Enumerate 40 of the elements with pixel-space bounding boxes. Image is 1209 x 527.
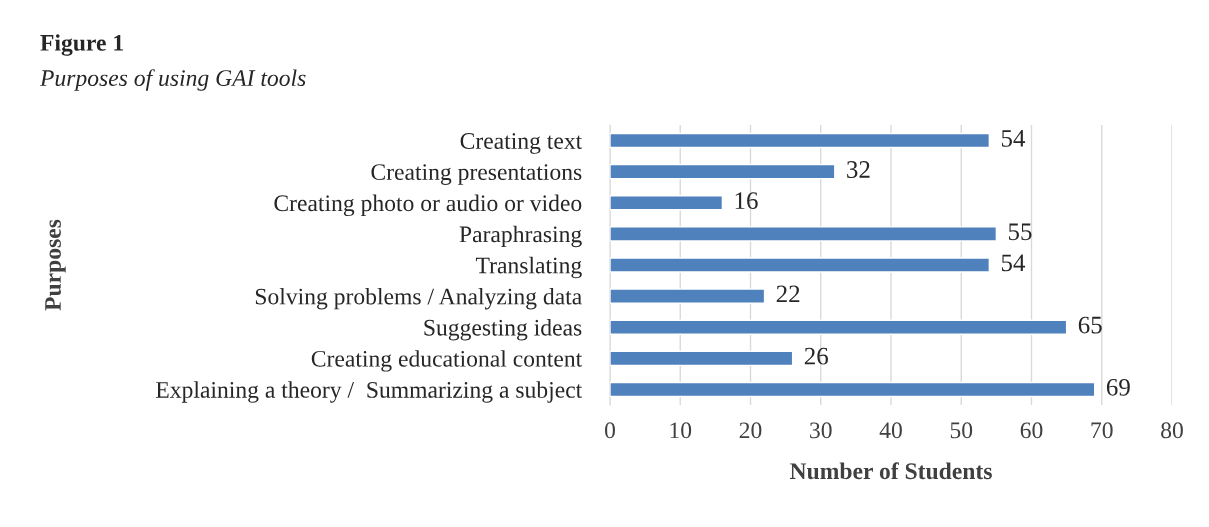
bar	[610, 257, 991, 273]
x-tick-label: 30	[810, 422, 832, 439]
y-tick-label: Paraphrasing	[459, 225, 582, 248]
data-label: 16	[735, 192, 758, 210]
text: Purposes of using GAI tools	[39, 69, 306, 91]
x-tick-label: 80	[1161, 422, 1183, 439]
data-label: 32	[847, 161, 870, 178]
y-tick-label: Solving problems / Analyzing data	[255, 287, 582, 310]
data-label: 69	[1106, 378, 1130, 396]
y-tick-label: Creating text	[460, 133, 583, 154]
y-tick-label: Explaining a theory / Summarizing a subject	[156, 381, 583, 403]
x-tick-label: 70	[1091, 422, 1113, 439]
x-tick-label: 20	[739, 422, 762, 439]
data-label: 26	[804, 347, 829, 365]
bar	[610, 319, 1068, 335]
y-tick-label: Creating educational content	[311, 350, 583, 372]
data-label: 22	[776, 285, 800, 303]
y-tick-label: Creating presentations	[371, 164, 582, 185]
bar	[610, 195, 724, 211]
x-tick-label: 50	[950, 422, 973, 439]
y-axis-title: Purposes	[45, 219, 66, 311]
x-axis-title: Number of Students	[789, 462, 992, 480]
x-tick-label: 40	[879, 422, 902, 439]
bar	[610, 132, 991, 149]
y-tick-label: Creating photo or audio or video	[274, 194, 582, 217]
x-tick-label: 0	[605, 422, 615, 439]
bar	[610, 288, 766, 304]
x-tick-label: 60	[1020, 422, 1043, 439]
y-tick-label: Translating	[475, 256, 582, 279]
data-label: 65	[1078, 316, 1102, 334]
data-label: 55	[1008, 223, 1032, 241]
y-tick-label: Suggesting ideas	[424, 319, 582, 341]
data-label: 54	[1001, 130, 1026, 147]
bar	[610, 163, 836, 180]
text: Figure 1	[40, 34, 123, 56]
x-tick-label: 10	[670, 422, 692, 439]
data-label: 54	[1001, 254, 1026, 272]
bar	[610, 381, 1096, 398]
bar	[610, 226, 998, 242]
bar	[610, 350, 794, 367]
